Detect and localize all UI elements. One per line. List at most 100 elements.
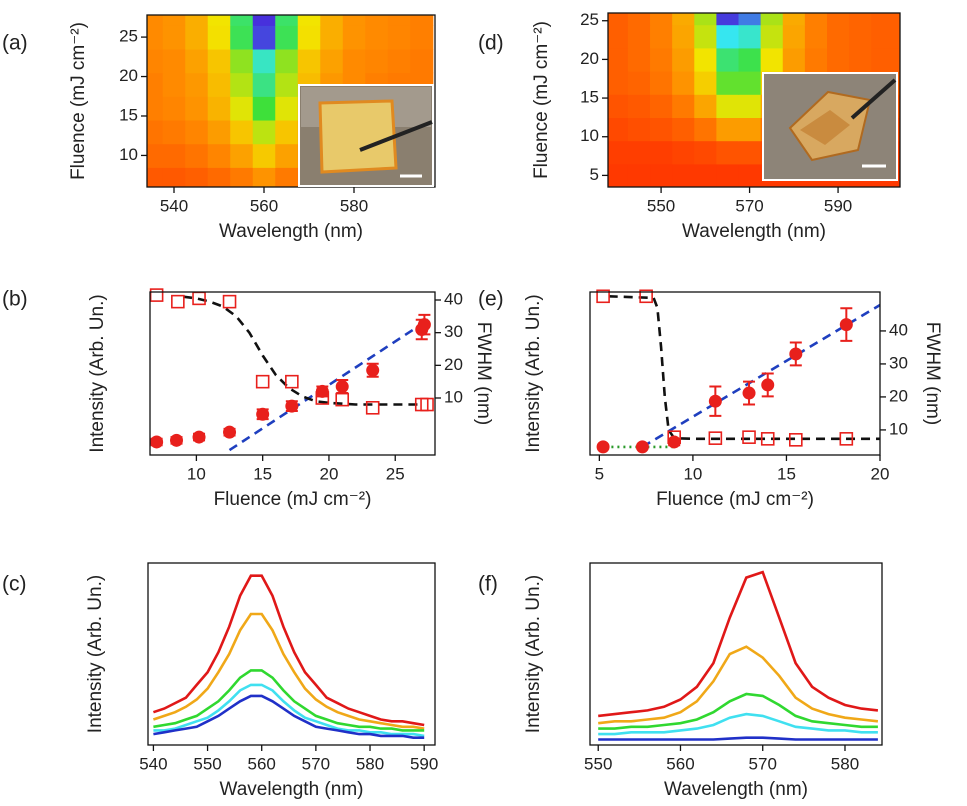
y-tick-label: 10 — [119, 145, 138, 164]
x-tick-label: 10 — [187, 464, 206, 483]
heatmap-cell — [650, 94, 673, 118]
panel: 540 550 560 570 580 590 Wavelength (nm) Intensi… — [2, 562, 438, 800]
heatmap-cell — [738, 47, 762, 72]
y2-axis-title: FWHM (nm) — [473, 322, 494, 425]
heatmap-cell — [672, 117, 695, 142]
heatmap-cell — [782, 47, 806, 72]
heatmap-cell — [275, 96, 299, 121]
y2-tick-label: 40 — [889, 320, 908, 339]
fit-line — [228, 318, 430, 452]
film-detail — [800, 110, 850, 145]
heatmap-cell — [672, 13, 695, 26]
heatmap-cell — [342, 48, 366, 74]
heatmap-cell — [230, 96, 254, 121]
spectrum-line — [598, 712, 878, 736]
heatmap-cell — [694, 94, 717, 118]
intensity-marker — [170, 433, 184, 447]
heatmap-cell — [650, 163, 673, 187]
intensity-marker — [742, 386, 756, 400]
fwhm-marker — [149, 288, 164, 302]
heatmap-cell — [230, 48, 254, 74]
heatmap-cell — [162, 119, 186, 145]
heatmap-cell — [185, 119, 209, 145]
spectrum-line — [598, 645, 879, 725]
heatmap-cell — [275, 143, 299, 168]
heatmap-cell — [365, 48, 389, 74]
heatmap-cell — [147, 15, 164, 26]
heatmap-cell — [738, 24, 762, 49]
heatmap-cell — [694, 140, 717, 165]
x-tick-label: 15 — [253, 464, 272, 483]
film — [318, 99, 398, 174]
heatmap-cell — [627, 71, 651, 95]
heatmap-cell — [804, 13, 828, 26]
heatmap-cell — [804, 47, 828, 72]
intensity-marker — [417, 318, 431, 332]
x-tick-label: 580 — [340, 196, 368, 215]
heatmap-cell — [297, 48, 321, 74]
heatmap-cell — [162, 48, 186, 74]
heatmap-cell — [672, 94, 695, 118]
x-tick-label: 570 — [749, 754, 777, 773]
heatmap-cell — [694, 71, 717, 95]
heatmap-cell — [738, 71, 762, 95]
panel: 5 10 15 20 10 20 30 40 Fluence (mJ cm⁻²) Intensit… — [478, 288, 943, 510]
heatmap-cell — [849, 47, 872, 72]
heatmap-cell — [207, 48, 231, 74]
heatmap-cell — [608, 13, 629, 26]
heatmap-cell — [252, 72, 276, 97]
x-axis-title: Wavelength (nm) — [220, 779, 364, 800]
fwhm-marker — [420, 397, 434, 412]
fwhm-marker — [171, 294, 185, 309]
heatmap-cell — [275, 72, 299, 97]
heatmap-cell — [760, 13, 784, 26]
fit-line — [608, 295, 880, 441]
heatmap-cell — [410, 25, 434, 50]
heatmap-cell — [893, 13, 900, 26]
heatmap-cell — [694, 24, 717, 49]
y-axis-title: Intensity (Arb. Un.) — [87, 294, 108, 452]
panel: 550 560 570 580 Wavelength (nm) Intensity (Ar… — [478, 562, 883, 800]
fwhm-marker — [742, 430, 756, 444]
heatmap-cell — [738, 13, 762, 26]
heatmap-cell — [871, 47, 894, 72]
heatmap-cell — [804, 24, 828, 49]
heatmap-cell — [275, 25, 299, 50]
y-tick-label: 25 — [119, 27, 138, 46]
y-tick-label: 25 — [580, 10, 599, 29]
fwhm-marker — [255, 374, 270, 389]
heatmap-cell — [738, 163, 762, 187]
fwhm-marker — [365, 400, 380, 415]
plot-frame — [607, 12, 901, 188]
y-axis-title: Intensity (Arb. Un.) — [523, 294, 544, 452]
heatmap-cell — [760, 24, 784, 49]
heatmap-cell — [694, 13, 717, 26]
y2-tick-label: 10 — [444, 387, 463, 406]
x-tick-label: 570 — [302, 754, 330, 773]
heatmap-cell — [230, 15, 254, 26]
heatmap-cell — [627, 117, 651, 142]
heatmap-cell — [185, 167, 209, 187]
heatmap-cell — [147, 72, 164, 97]
heatmap-cell — [627, 24, 651, 49]
x-tick-label: 550 — [647, 196, 675, 215]
x-tick-label: 550 — [193, 754, 221, 773]
heatmap-cell — [320, 48, 344, 74]
heatmap-cell — [694, 47, 717, 72]
heatmap-cell — [147, 25, 164, 50]
heatmap-cell — [162, 167, 186, 187]
heatmap-cell — [410, 48, 434, 74]
y-tick-label: 10 — [580, 126, 599, 145]
y2-tick-label: 40 — [444, 289, 463, 308]
heatmap-cell — [627, 13, 651, 26]
heatmap-cell — [297, 15, 321, 26]
y-axis-title: Intensity (Arb. Un.) — [85, 575, 106, 733]
x-tick-label: 25 — [386, 464, 405, 483]
heatmap-cell — [162, 96, 186, 121]
heatmap-cell — [230, 143, 254, 168]
y-tick-label: 5 — [590, 165, 599, 184]
heatmap-cell — [650, 117, 673, 142]
plot-area — [152, 574, 425, 739]
fwhm-marker — [285, 374, 299, 389]
x-tick-label: 560 — [250, 196, 278, 215]
